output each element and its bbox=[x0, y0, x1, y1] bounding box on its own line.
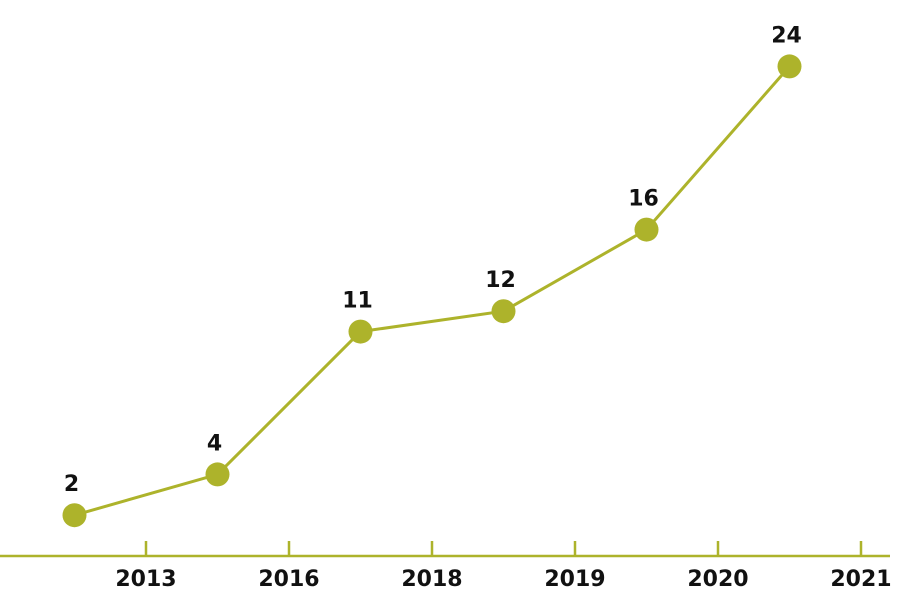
x-tick-label: 2020 bbox=[687, 567, 748, 592]
data-label: 11 bbox=[342, 289, 373, 314]
x-tick-label: 2013 bbox=[115, 567, 176, 592]
x-tick-label: 2018 bbox=[401, 567, 462, 592]
x-tick-label: 2019 bbox=[544, 567, 605, 592]
data-label: 2 bbox=[64, 472, 79, 497]
point bbox=[348, 319, 373, 344]
data-label: 4 bbox=[207, 431, 222, 456]
data-label: 24 bbox=[771, 23, 802, 48]
line bbox=[74, 65, 791, 517]
data-label: 16 bbox=[628, 187, 659, 212]
point bbox=[777, 54, 802, 79]
point bbox=[634, 217, 659, 242]
point bbox=[62, 503, 87, 528]
x-tick-label: 2021 bbox=[830, 567, 891, 592]
point bbox=[491, 299, 516, 324]
data-label: 12 bbox=[485, 268, 516, 293]
point bbox=[205, 462, 230, 487]
x-tick-label: 2016 bbox=[258, 567, 319, 592]
